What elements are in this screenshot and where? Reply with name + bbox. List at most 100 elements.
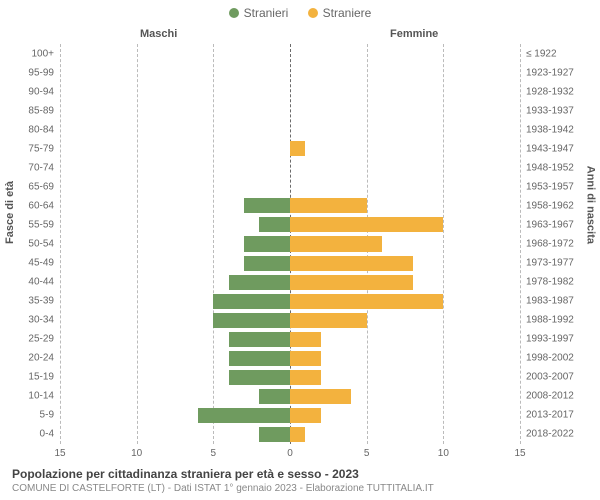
birth-year-label: 1978-1982	[526, 277, 574, 288]
age-row: 70-741948-1952	[60, 158, 520, 177]
age-row: 15-192003-2007	[60, 368, 520, 387]
x-tick-label: 5	[364, 448, 370, 459]
bar-female	[290, 313, 367, 328]
bar-male	[259, 217, 290, 232]
bar-female	[290, 236, 382, 251]
age-label: 85-89	[28, 105, 54, 116]
chart-caption: Popolazione per cittadinanza straniera p…	[12, 467, 588, 494]
age-label: 55-59	[28, 219, 54, 230]
birth-year-label: 1958-1962	[526, 200, 574, 211]
age-row: 35-391983-1987	[60, 292, 520, 311]
legend-item-male: Stranieri	[229, 6, 289, 20]
y-axis-title-right: Anni di nascita	[584, 166, 596, 244]
age-label: 50-54	[28, 238, 54, 249]
age-row: 5-92013-2017	[60, 406, 520, 425]
bar-male	[244, 256, 290, 271]
birth-year-label: 2003-2007	[526, 372, 574, 383]
age-label: 25-29	[28, 334, 54, 345]
age-label: 65-69	[28, 181, 54, 192]
age-label: 100+	[31, 48, 54, 59]
birth-year-label: 1988-1992	[526, 315, 574, 326]
birth-year-label: 1948-1952	[526, 162, 574, 173]
bar-female	[290, 294, 443, 309]
birth-year-label: 2013-2017	[526, 410, 574, 421]
plot-area: 100+≤ 192295-991923-192790-941928-193285…	[60, 44, 520, 444]
birth-year-label: 2008-2012	[526, 391, 574, 402]
age-row: 0-42018-2022	[60, 425, 520, 444]
age-label: 45-49	[28, 258, 54, 269]
birth-year-label: ≤ 1922	[526, 48, 557, 59]
age-row: 40-441978-1982	[60, 273, 520, 292]
birth-year-label: 1983-1987	[526, 296, 574, 307]
age-label: 95-99	[28, 67, 54, 78]
column-header-female: Femmine	[390, 28, 438, 40]
legend-item-female: Straniere	[308, 6, 372, 20]
bar-male	[229, 351, 290, 366]
age-label: 15-19	[28, 372, 54, 383]
birth-year-label: 1933-1937	[526, 105, 574, 116]
x-tick-label: 10	[131, 448, 142, 459]
age-label: 80-84	[28, 124, 54, 135]
x-tick-label: 15	[54, 448, 65, 459]
age-row: 75-791943-1947	[60, 139, 520, 158]
age-label: 30-34	[28, 315, 54, 326]
gridline	[520, 44, 521, 444]
age-label: 0-4	[40, 429, 54, 440]
age-label: 75-79	[28, 143, 54, 154]
legend: Stranieri Straniere	[0, 6, 600, 21]
bar-male	[229, 275, 290, 290]
bar-female	[290, 275, 413, 290]
age-label: 60-64	[28, 200, 54, 211]
x-tick-label: 5	[211, 448, 217, 459]
age-label: 90-94	[28, 86, 54, 97]
age-row: 10-142008-2012	[60, 387, 520, 406]
age-row: 55-591963-1967	[60, 215, 520, 234]
age-row: 100+≤ 1922	[60, 44, 520, 63]
birth-year-label: 1993-1997	[526, 334, 574, 345]
age-label: 70-74	[28, 162, 54, 173]
bar-female	[290, 332, 321, 347]
age-label: 20-24	[28, 353, 54, 364]
bar-male	[259, 427, 290, 442]
legend-label-female: Straniere	[323, 6, 372, 20]
age-row: 65-691953-1957	[60, 177, 520, 196]
birth-year-label: 1963-1967	[526, 219, 574, 230]
birth-year-label: 2018-2022	[526, 429, 574, 440]
birth-year-label: 1973-1977	[526, 258, 574, 269]
bar-male	[244, 198, 290, 213]
bar-male	[198, 408, 290, 423]
bar-female	[290, 408, 321, 423]
bar-female	[290, 141, 305, 156]
birth-year-label: 1923-1927	[526, 67, 574, 78]
birth-year-label: 1943-1947	[526, 143, 574, 154]
bar-female	[290, 427, 305, 442]
bar-female	[290, 370, 321, 385]
bar-female	[290, 198, 367, 213]
age-row: 90-941928-1932	[60, 82, 520, 101]
bar-male	[213, 313, 290, 328]
age-row: 80-841938-1942	[60, 120, 520, 139]
legend-label-male: Stranieri	[244, 6, 289, 20]
birth-year-label: 1998-2002	[526, 353, 574, 364]
age-row: 60-641958-1962	[60, 196, 520, 215]
age-label: 40-44	[28, 277, 54, 288]
birth-year-label: 1953-1957	[526, 181, 574, 192]
bar-male	[229, 370, 290, 385]
bar-male	[213, 294, 290, 309]
bar-female	[290, 389, 351, 404]
bar-female	[290, 217, 443, 232]
chart-title: Popolazione per cittadinanza straniera p…	[12, 467, 588, 481]
age-row: 45-491973-1977	[60, 254, 520, 273]
age-label: 10-14	[28, 391, 54, 402]
x-tick-label: 15	[514, 448, 525, 459]
bar-female	[290, 256, 413, 271]
birth-year-label: 1938-1942	[526, 124, 574, 135]
birth-year-label: 1928-1932	[526, 86, 574, 97]
y-axis-title-left: Fasce di età	[4, 181, 16, 244]
age-row: 85-891933-1937	[60, 101, 520, 120]
population-pyramid-chart: Stranieri Straniere Maschi Femmine Fasce…	[0, 0, 600, 500]
age-row: 20-241998-2002	[60, 349, 520, 368]
bar-male	[244, 236, 290, 251]
legend-swatch-female	[308, 8, 318, 18]
birth-year-label: 1968-1972	[526, 238, 574, 249]
